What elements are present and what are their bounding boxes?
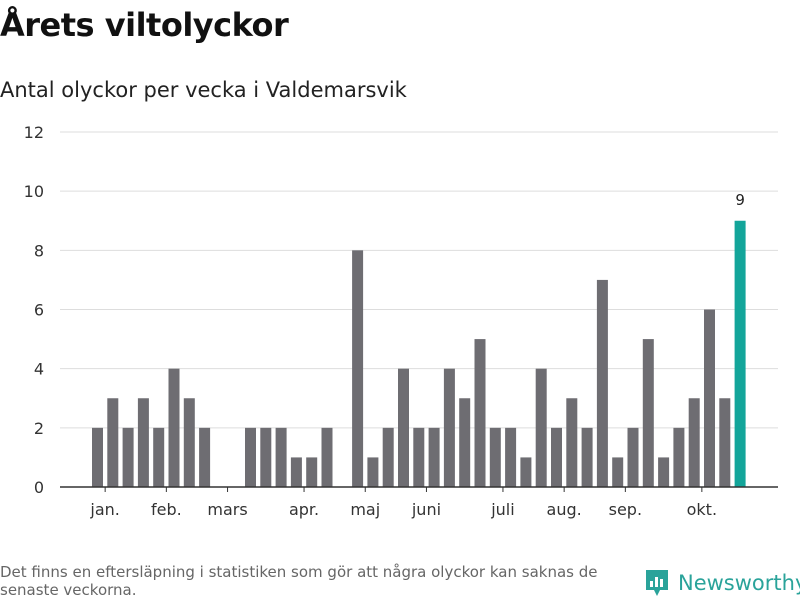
bar [443, 368, 455, 487]
x-tick-label: juli [490, 500, 514, 519]
bar [719, 398, 731, 487]
data-label: 9 [735, 191, 745, 209]
bar [367, 457, 379, 487]
bar [168, 368, 180, 487]
bar [321, 427, 333, 487]
bar [260, 427, 272, 487]
chart-title: Årets viltolyckor [0, 6, 289, 44]
bar [627, 427, 639, 487]
x-tick-label: sep. [609, 500, 642, 519]
bar [734, 220, 746, 487]
x-axis-ticks: jan. feb. mars apr. maj juni juli aug. sep. okt. [89, 487, 717, 519]
bar [92, 427, 103, 487]
x-tick-label: aug. [547, 500, 582, 519]
x-tick-label: jan. [89, 500, 119, 519]
bar [581, 427, 593, 487]
bar [183, 398, 195, 487]
brand-logo[interactable]: Newsworthy [644, 568, 800, 598]
bars [60, 220, 778, 488]
bar [474, 339, 486, 487]
bar [413, 427, 425, 487]
footnote: Det finns en eftersläpning i statistiken… [0, 563, 598, 599]
bar [352, 250, 364, 487]
y-tick-label: 0 [34, 478, 44, 497]
x-tick-label: maj [350, 500, 380, 519]
bar [642, 339, 654, 487]
bar [107, 398, 119, 487]
y-axis-ticks: 0 2 4 6 8 10 12 [24, 123, 44, 497]
bar [566, 398, 578, 487]
bar [290, 457, 302, 487]
bar [199, 427, 211, 487]
bar [137, 398, 149, 487]
y-tick-label: 4 [34, 360, 44, 379]
bar [673, 427, 685, 487]
y-tick-label: 6 [34, 301, 44, 320]
bar [275, 427, 287, 487]
x-tick-label: feb. [151, 500, 182, 519]
bar-chart: 0 2 4 6 8 10 12 9 jan. feb. mars apr. maj juni juli a… [24, 123, 778, 519]
y-tick-label: 2 [34, 419, 44, 438]
y-tick-label: 8 [34, 241, 44, 260]
x-tick-label: mars [207, 500, 247, 519]
bar [245, 427, 256, 487]
bar [428, 427, 440, 487]
brand-name: Newsworthy [678, 571, 800, 595]
bar [551, 427, 562, 487]
bar [459, 398, 471, 487]
data-labels: 9 [735, 191, 745, 209]
grid-lines [60, 131, 778, 429]
bar [398, 368, 409, 487]
bar [153, 427, 165, 487]
bar [489, 427, 501, 487]
bar [596, 279, 608, 487]
x-tick-label: okt. [687, 500, 717, 519]
chart-subtitle: Antal olyckor per vecka i Valdemarsvik [0, 78, 407, 102]
bar [704, 309, 715, 487]
bar [535, 368, 547, 487]
y-tick-label: 12 [24, 123, 44, 142]
bar [612, 457, 624, 487]
newsworthy-logo-icon [646, 570, 668, 596]
y-tick-label: 10 [24, 182, 44, 201]
bar [382, 427, 394, 487]
bar [306, 457, 318, 487]
bar [520, 457, 532, 487]
x-tick-label: apr. [289, 500, 319, 519]
bar [688, 398, 700, 487]
bar [505, 427, 517, 487]
bar [122, 427, 134, 487]
x-tick-label: juni [411, 500, 441, 519]
bar [658, 457, 670, 487]
